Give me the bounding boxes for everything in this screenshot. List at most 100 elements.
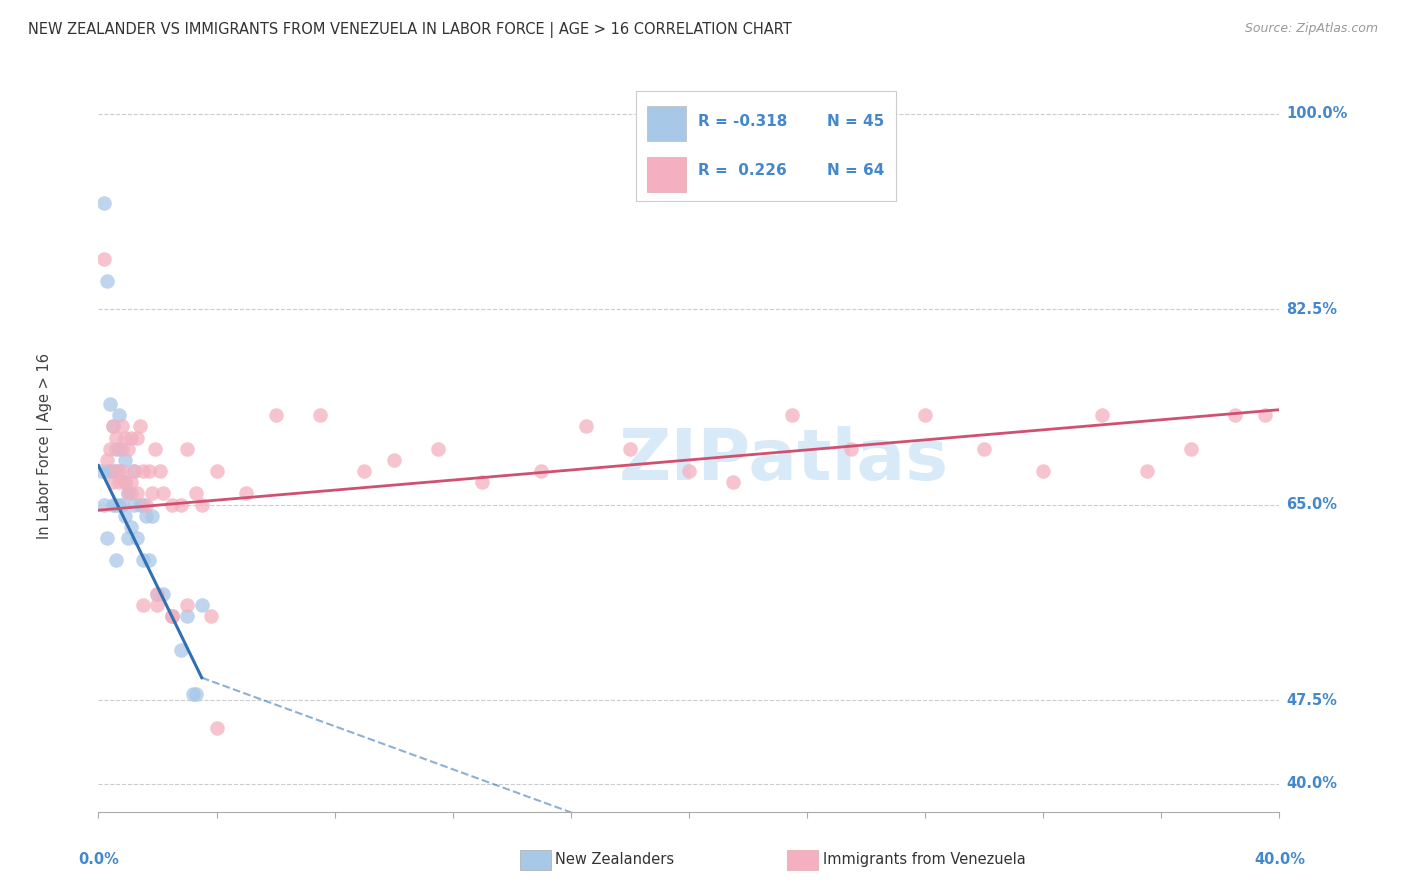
Point xyxy=(132,498,155,512)
Point xyxy=(103,475,125,490)
Point xyxy=(98,464,121,478)
Point xyxy=(120,475,142,490)
Point xyxy=(1180,442,1202,456)
Point xyxy=(973,442,995,456)
Point xyxy=(619,442,641,456)
Point xyxy=(135,508,157,523)
Point xyxy=(111,419,134,434)
Point xyxy=(117,531,139,545)
Point xyxy=(96,274,118,288)
Point xyxy=(264,409,287,423)
Point xyxy=(782,409,804,423)
Point xyxy=(93,196,115,211)
Text: 65.0%: 65.0% xyxy=(1286,497,1337,512)
Point xyxy=(98,397,121,411)
Point xyxy=(108,409,131,423)
Point xyxy=(103,498,125,512)
Point xyxy=(427,442,450,456)
Point xyxy=(120,520,142,534)
Point xyxy=(103,464,125,478)
Point xyxy=(205,464,228,478)
Point xyxy=(235,486,257,500)
Point xyxy=(191,598,214,612)
Point xyxy=(105,553,128,567)
Point xyxy=(114,508,136,523)
Point xyxy=(122,464,145,478)
Point xyxy=(138,464,160,478)
Point xyxy=(114,475,136,490)
Text: New Zealanders: New Zealanders xyxy=(555,853,675,867)
Point xyxy=(125,531,148,545)
Text: In Labor Force | Age > 16: In Labor Force | Age > 16 xyxy=(38,353,53,539)
Point xyxy=(1091,409,1114,423)
Text: ZIPatlas: ZIPatlas xyxy=(619,426,949,495)
Point xyxy=(181,688,204,702)
Point xyxy=(108,442,131,456)
Text: 100.0%: 100.0% xyxy=(1286,106,1348,121)
Point xyxy=(914,409,936,423)
Point xyxy=(132,598,155,612)
Point xyxy=(141,508,163,523)
Text: N = 64: N = 64 xyxy=(827,162,884,178)
Point xyxy=(721,475,744,490)
Point xyxy=(103,419,125,434)
Point xyxy=(143,442,166,456)
Point xyxy=(120,431,142,445)
Text: 0.0%: 0.0% xyxy=(77,852,120,867)
Point xyxy=(108,464,131,478)
Point xyxy=(382,453,405,467)
Point xyxy=(114,431,136,445)
Point xyxy=(1135,464,1157,478)
Point xyxy=(162,609,183,624)
Point xyxy=(1223,409,1246,423)
Point xyxy=(108,475,131,490)
Point xyxy=(176,598,198,612)
Point xyxy=(125,431,148,445)
Point xyxy=(111,498,134,512)
Point xyxy=(128,498,150,512)
Point xyxy=(105,464,128,478)
Point xyxy=(128,419,150,434)
Point xyxy=(105,431,128,445)
Text: 40.0%: 40.0% xyxy=(1254,852,1305,867)
Point xyxy=(530,464,553,478)
Point xyxy=(117,442,139,456)
Text: 47.5%: 47.5% xyxy=(1286,692,1337,707)
Point xyxy=(93,498,115,512)
Point xyxy=(111,464,134,478)
Point xyxy=(96,453,118,467)
Point xyxy=(103,419,125,434)
Point xyxy=(96,464,118,478)
Point xyxy=(90,464,112,478)
Point xyxy=(170,642,193,657)
Point xyxy=(170,498,193,512)
Text: Immigrants from Venezuela: Immigrants from Venezuela xyxy=(823,853,1025,867)
Point xyxy=(149,464,172,478)
Point xyxy=(176,442,198,456)
Text: R = -0.318: R = -0.318 xyxy=(697,114,787,129)
Point xyxy=(200,888,222,892)
Point xyxy=(678,464,700,478)
Point xyxy=(471,475,494,490)
Point xyxy=(146,587,169,601)
Point xyxy=(93,252,115,266)
Point xyxy=(132,553,155,567)
Point xyxy=(162,609,183,624)
Point xyxy=(152,486,174,500)
Point xyxy=(105,498,128,512)
Point xyxy=(146,587,169,601)
Point xyxy=(839,442,862,456)
Point xyxy=(176,609,198,624)
Point xyxy=(353,464,375,478)
Point xyxy=(146,598,169,612)
Point xyxy=(117,486,139,500)
Point xyxy=(191,498,214,512)
Point xyxy=(114,453,136,467)
Point xyxy=(105,464,128,478)
Point xyxy=(162,498,183,512)
Point xyxy=(125,486,148,500)
Point xyxy=(135,498,157,512)
Point xyxy=(1254,409,1277,423)
Text: 82.5%: 82.5% xyxy=(1286,301,1337,317)
Point xyxy=(162,609,183,624)
